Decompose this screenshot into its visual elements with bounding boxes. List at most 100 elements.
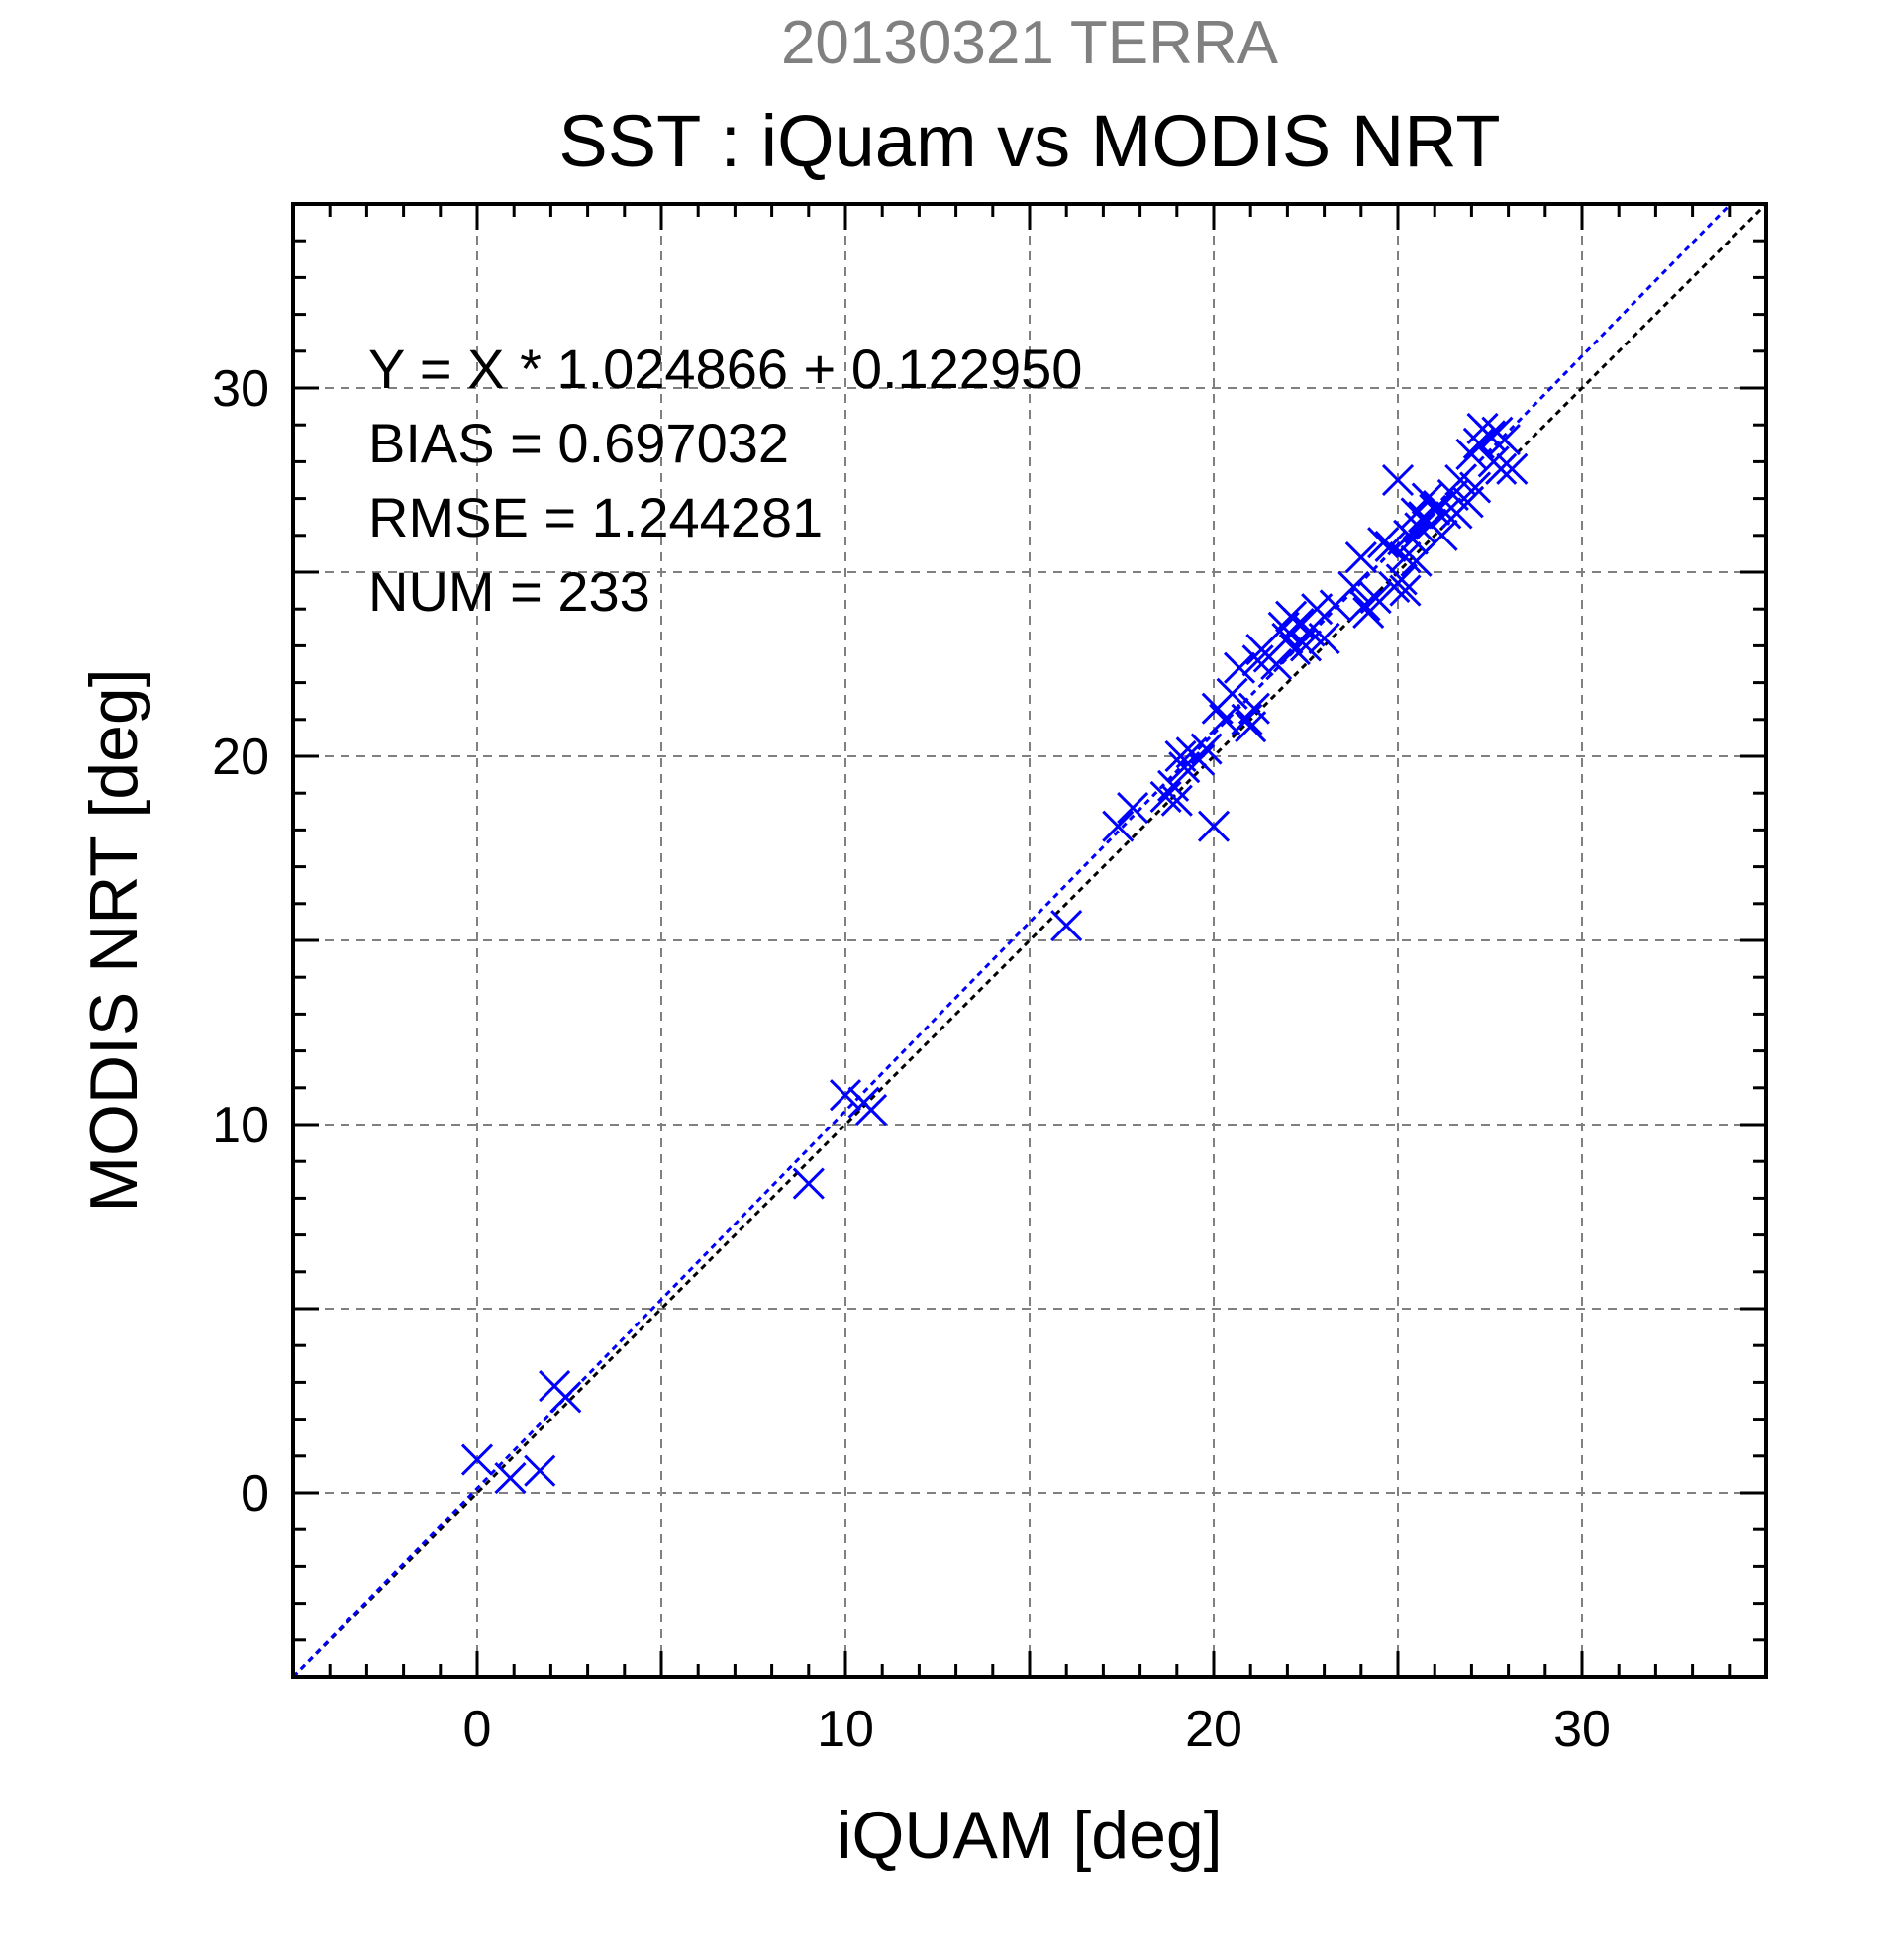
reference-lines: [291, 202, 1768, 1679]
data-point: [1260, 647, 1293, 681]
y-axis-label: MODIS NRT [deg]: [76, 668, 151, 1212]
point-stroke: [1430, 497, 1462, 530]
data-point: [1374, 530, 1407, 563]
point-stroke: [1117, 792, 1149, 825]
point-stroke: [1404, 512, 1436, 544]
data-point: [1209, 703, 1241, 735]
point-stroke: [494, 1462, 527, 1495]
identity-line: [291, 202, 1768, 1679]
data-point: [1168, 751, 1201, 784]
y-tick-label: 30: [212, 360, 269, 418]
point-stroke: [1241, 644, 1274, 677]
data-point: [1216, 677, 1248, 710]
chart-title: SST : iQuam vs MODIS NRT: [558, 100, 1500, 182]
point-stroke: [1209, 703, 1241, 735]
point-stroke: [1436, 478, 1469, 511]
point-stroke: [1160, 784, 1193, 817]
point-stroke: [1485, 452, 1518, 485]
data-point: [1238, 692, 1270, 725]
data-point: [1488, 424, 1521, 456]
point-stroke: [1389, 574, 1422, 607]
data-point: [1459, 471, 1492, 504]
point-stroke: [1157, 769, 1190, 802]
y-tick-label: 20: [212, 729, 269, 786]
data-point: [1164, 739, 1197, 773]
point-stroke: [1381, 463, 1415, 497]
tick-labels: 0 10 20 30 0 10 20 30: [212, 360, 1611, 1758]
data-point: [792, 1167, 825, 1200]
point-stroke: [1459, 471, 1492, 504]
point-stroke: [1260, 647, 1293, 681]
data-point: [1160, 784, 1193, 817]
point-stroke: [1223, 651, 1256, 684]
regression-equation: Y = X * 1.024866 + 0.122950: [368, 338, 1082, 400]
x-tick-label: 30: [1553, 1701, 1611, 1758]
data-point: [1359, 581, 1392, 615]
point-stroke: [1367, 527, 1400, 559]
point-stroke: [1374, 530, 1407, 563]
point-stroke: [1168, 751, 1201, 784]
point-stroke: [1411, 482, 1443, 515]
data-point: [1241, 644, 1274, 677]
point-stroke: [1352, 596, 1385, 629]
point-stroke: [1197, 810, 1231, 842]
data-point: [1197, 810, 1231, 842]
x-tick-label: 10: [817, 1701, 874, 1758]
grid: [293, 204, 1766, 1677]
data-point: [1102, 810, 1135, 842]
point-stroke: [1488, 424, 1521, 456]
point-stroke: [1308, 622, 1340, 655]
point-stroke: [1473, 420, 1507, 452]
data-point: [1223, 651, 1256, 684]
bias-value: BIAS = 0.697032: [368, 412, 789, 474]
fit-statistics: Y = X * 1.024866 + 0.122950 BIAS = 0.697…: [368, 338, 1082, 623]
data-point: [1440, 497, 1473, 530]
data-point: [1117, 792, 1149, 825]
data-point: [1381, 463, 1415, 497]
point-stroke: [1190, 733, 1223, 765]
regression-line: [291, 202, 1732, 1679]
data-point: [1389, 574, 1422, 607]
data-point: [1278, 634, 1311, 666]
data-point: [460, 1443, 494, 1476]
data-point: [1308, 622, 1340, 655]
data-point: [1149, 780, 1182, 813]
point-stroke: [1344, 541, 1377, 574]
point-stroke: [1102, 810, 1135, 842]
point-stroke: [829, 1079, 862, 1112]
data-point: [1485, 452, 1518, 485]
point-stroke: [1216, 677, 1248, 710]
data-point: [1436, 478, 1469, 511]
data-point: [1293, 615, 1326, 647]
point-stroke: [1359, 581, 1392, 615]
point-stroke: [1164, 739, 1197, 773]
point-stroke: [1235, 711, 1267, 743]
data-point: [1378, 570, 1411, 603]
data-point: [1301, 593, 1334, 626]
data-point: [494, 1462, 527, 1495]
point-stroke: [1444, 463, 1477, 497]
point-stroke: [524, 1454, 556, 1487]
data-point: [1050, 910, 1083, 942]
x-axis-label: iQUAM [deg]: [837, 1798, 1222, 1873]
point-stroke: [460, 1443, 494, 1476]
point-stroke: [1400, 544, 1433, 577]
point-stroke: [1426, 519, 1458, 551]
point-stroke: [1301, 593, 1334, 626]
x-tick-label: 20: [1185, 1701, 1242, 1758]
point-stroke: [1293, 615, 1326, 647]
data-point: [1496, 452, 1529, 485]
num-value: NUM = 233: [368, 560, 650, 623]
data-point: [829, 1079, 862, 1112]
data-point: [1352, 596, 1385, 629]
data-points: [460, 412, 1529, 1495]
point-stroke: [1050, 910, 1083, 942]
y-tick-label: 10: [212, 1097, 269, 1154]
data-point: [1400, 544, 1433, 577]
data-point: [1444, 463, 1477, 497]
chart-date-title: 20130321 TERRA: [781, 9, 1279, 77]
point-stroke: [1282, 608, 1315, 640]
data-point: [1344, 541, 1377, 574]
point-stroke: [1378, 570, 1411, 603]
